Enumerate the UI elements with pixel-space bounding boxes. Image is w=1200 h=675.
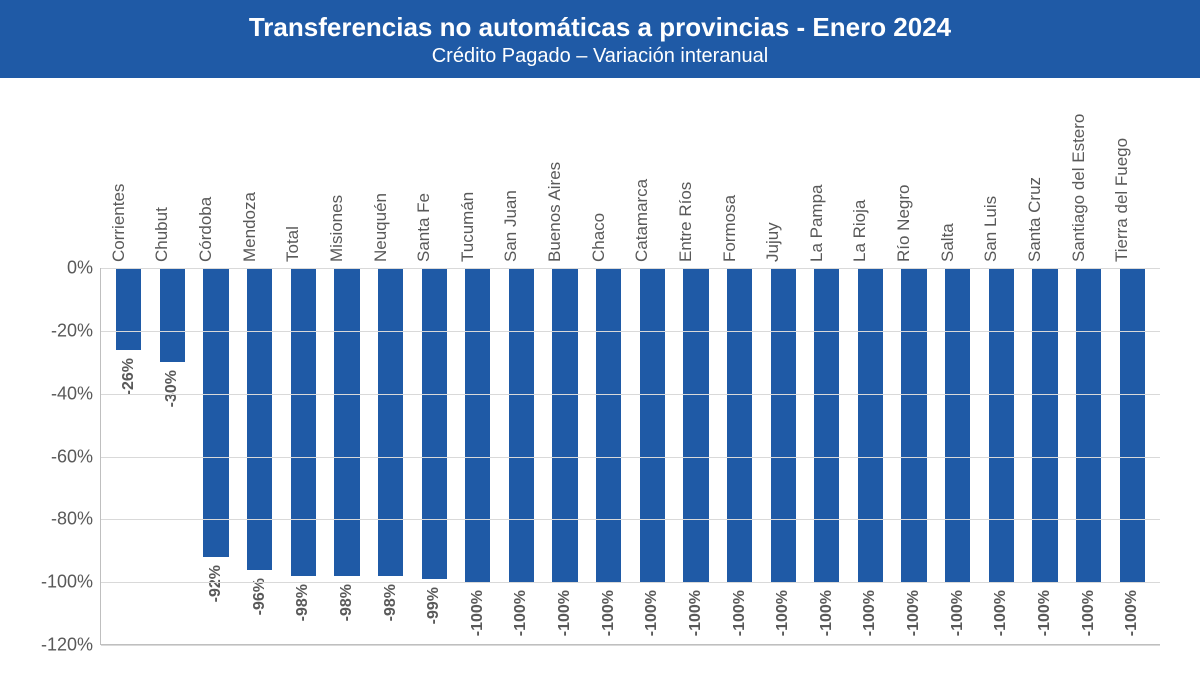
category-label: Buenos Aires — [545, 162, 565, 262]
category-label: Córdoba — [196, 197, 216, 262]
value-label: -100% — [818, 586, 836, 636]
category-label: La Pampa — [807, 185, 827, 263]
value-label: -100% — [600, 586, 618, 636]
chart-title: Transferencias no automáticas a provinci… — [0, 12, 1200, 43]
y-tick-label: -60% — [51, 446, 101, 467]
category-label: Mendoza — [240, 192, 260, 262]
bar — [378, 268, 403, 576]
category-label: Formosa — [720, 195, 740, 262]
bar — [683, 268, 708, 582]
category-label: La Rioja — [850, 200, 870, 262]
bar — [247, 268, 272, 570]
y-tick-label: -120% — [41, 635, 101, 656]
category-label: Catamarca — [632, 179, 652, 262]
value-label: -100% — [992, 586, 1010, 636]
bar — [640, 268, 665, 582]
bar — [858, 268, 883, 582]
value-label: -100% — [469, 586, 487, 636]
chart-subtitle: Crédito Pagado – Variación interanual — [0, 45, 1200, 68]
category-label: Jujuy — [763, 222, 783, 262]
chart-header: Transferencias no automáticas a provinci… — [0, 0, 1200, 78]
category-label: Santa Fe — [414, 193, 434, 262]
value-label: -26% — [120, 354, 138, 395]
bar — [291, 268, 316, 576]
y-tick-label: -40% — [51, 383, 101, 404]
y-tick-label: -100% — [41, 572, 101, 593]
y-tick-label: 0% — [67, 258, 101, 279]
bar — [203, 268, 228, 557]
bar — [901, 268, 926, 582]
category-label: Santiago del Estero — [1069, 114, 1089, 262]
category-label: Corrientes — [109, 184, 129, 262]
category-label: Chubut — [152, 207, 172, 262]
bar — [596, 268, 621, 582]
bar — [771, 268, 796, 582]
y-tick-label: -20% — [51, 320, 101, 341]
bar — [334, 268, 359, 576]
bar — [814, 268, 839, 582]
value-label: -100% — [1036, 586, 1054, 636]
value-label: -100% — [1080, 586, 1098, 636]
category-label: Salta — [938, 223, 958, 262]
category-label: Misiones — [327, 195, 347, 262]
gridline — [101, 645, 1160, 646]
chart-area: Corrientes-26%Chubut-30%Córdoba-92%Mendo… — [0, 78, 1200, 675]
bar — [1076, 268, 1101, 582]
bar — [465, 268, 490, 582]
value-label: -100% — [556, 586, 574, 636]
category-label: Neuquén — [371, 193, 391, 262]
bar — [727, 268, 752, 582]
bar — [1120, 268, 1145, 582]
category-label: Río Negro — [894, 185, 914, 262]
gridline — [101, 519, 1160, 520]
value-label: -100% — [687, 586, 705, 636]
category-label: Santa Cruz — [1025, 177, 1045, 262]
category-label: San Luis — [981, 196, 1001, 262]
value-label: -100% — [774, 586, 792, 636]
gridline — [101, 457, 1160, 458]
gridline — [101, 268, 1160, 269]
category-label: San Juan — [501, 190, 521, 262]
gridline — [101, 331, 1160, 332]
bar — [160, 268, 185, 362]
category-label: Tierra del Fuego — [1112, 138, 1132, 262]
bar — [422, 268, 447, 579]
bar — [509, 268, 534, 582]
value-label: -100% — [1123, 586, 1141, 636]
value-label: -100% — [905, 586, 923, 636]
y-tick-label: -80% — [51, 509, 101, 530]
bar — [989, 268, 1014, 582]
value-label: -99% — [425, 583, 443, 624]
plot-area: Corrientes-26%Chubut-30%Córdoba-92%Mendo… — [100, 268, 1160, 645]
category-label: Entre Ríos — [676, 182, 696, 262]
category-label: Tucumán — [458, 192, 478, 262]
gridline — [101, 582, 1160, 583]
category-label: Total — [283, 226, 303, 262]
value-label: -98% — [382, 580, 400, 621]
value-label: -96% — [251, 574, 269, 615]
value-label: -100% — [643, 586, 661, 636]
bar — [1032, 268, 1057, 582]
value-label: -100% — [512, 586, 530, 636]
value-label: -100% — [861, 586, 879, 636]
value-label: -98% — [338, 580, 356, 621]
value-label: -100% — [731, 586, 749, 636]
bar — [116, 268, 141, 350]
gridline — [101, 394, 1160, 395]
category-label: Chaco — [589, 213, 609, 262]
value-label: -100% — [949, 586, 967, 636]
value-label: -98% — [294, 580, 312, 621]
bar — [552, 268, 577, 582]
value-label: -30% — [163, 366, 181, 407]
bar — [945, 268, 970, 582]
